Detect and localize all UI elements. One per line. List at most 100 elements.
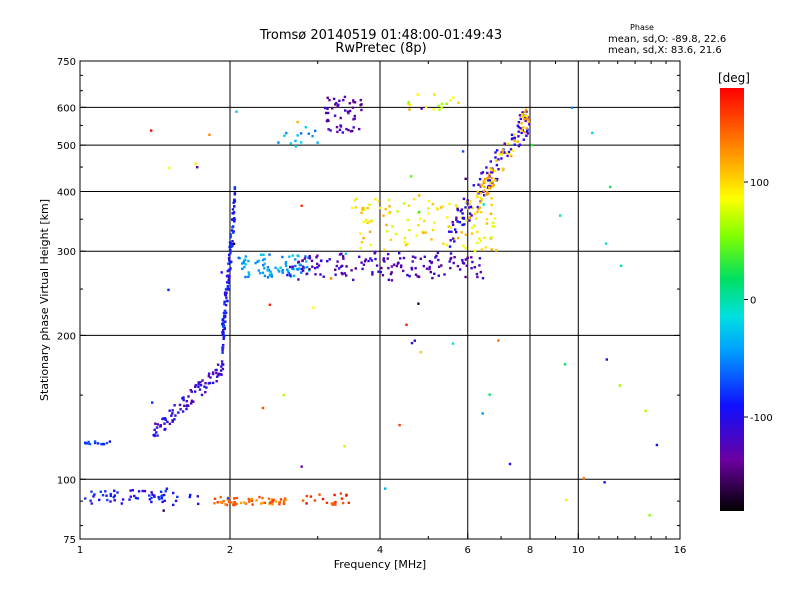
data-point <box>222 337 225 340</box>
colorbar-label: [deg] <box>718 71 750 85</box>
data-point <box>241 262 244 265</box>
data-point <box>430 238 433 241</box>
data-point <box>326 96 329 99</box>
data-point <box>380 266 383 270</box>
data-point <box>513 139 516 143</box>
data-point <box>489 160 492 163</box>
data-point <box>112 496 115 499</box>
data-point <box>316 266 319 269</box>
data-point <box>263 267 266 270</box>
data-point <box>319 273 322 276</box>
data-point <box>424 231 427 234</box>
data-point <box>505 151 509 155</box>
data-point <box>305 502 308 505</box>
data-point <box>190 400 193 403</box>
data-point <box>163 493 166 497</box>
data-point <box>116 491 119 494</box>
data-point <box>411 255 415 258</box>
data-point <box>227 281 230 284</box>
data-point <box>342 257 345 260</box>
data-point <box>414 256 417 259</box>
data-point <box>481 412 484 415</box>
data-point <box>207 372 211 375</box>
data-point <box>171 409 174 412</box>
data-point <box>327 119 330 122</box>
data-point <box>470 256 473 259</box>
data-point <box>494 179 497 182</box>
data-point <box>465 219 468 222</box>
data-point <box>495 159 498 162</box>
data-point <box>223 315 226 318</box>
y-tick-label: 600 <box>57 103 76 114</box>
data-point <box>291 267 294 270</box>
data-point <box>172 491 175 495</box>
data-point <box>316 254 319 257</box>
data-point <box>491 221 495 224</box>
data-point <box>345 274 348 277</box>
data-point <box>269 271 272 274</box>
data-point <box>266 269 270 272</box>
data-point <box>508 153 512 156</box>
data-point <box>497 339 500 342</box>
data-point <box>250 497 253 501</box>
data-point <box>425 267 429 270</box>
data-point <box>410 341 414 345</box>
data-point <box>159 425 162 428</box>
data-point <box>519 127 522 130</box>
data-point <box>491 180 494 183</box>
data-point <box>361 208 364 212</box>
data-point <box>308 268 311 271</box>
data-point <box>221 362 224 366</box>
data-point <box>211 372 215 376</box>
data-point <box>108 440 112 443</box>
data-point <box>503 151 506 154</box>
data-point <box>255 499 258 502</box>
x-tick-label: 4 <box>377 545 383 556</box>
data-point <box>325 111 328 115</box>
data-point <box>262 253 265 256</box>
data-point <box>343 272 346 275</box>
data-point <box>403 236 407 240</box>
data-point <box>433 93 436 96</box>
data-point <box>267 497 271 500</box>
data-point <box>354 206 358 209</box>
data-point <box>234 503 237 506</box>
data-point <box>251 503 254 506</box>
data-point <box>296 254 299 257</box>
data-point <box>334 273 337 276</box>
data-point <box>337 103 340 106</box>
data-point <box>365 218 368 222</box>
data-point <box>93 440 97 443</box>
data-point <box>281 255 284 259</box>
data-point <box>233 193 236 196</box>
data-point <box>487 184 490 188</box>
x-tick-label: 16 <box>674 545 687 556</box>
data-point <box>301 259 304 263</box>
data-point <box>185 407 188 411</box>
data-point <box>402 256 406 260</box>
data-point <box>408 229 411 232</box>
data-point <box>262 264 265 267</box>
data-point <box>438 108 441 112</box>
data-point <box>224 293 227 297</box>
data-point <box>484 246 487 249</box>
data-point <box>489 167 492 170</box>
data-point <box>431 202 435 206</box>
data-point <box>508 462 512 466</box>
data-point <box>345 493 348 497</box>
data-point <box>294 139 297 143</box>
data-point <box>497 168 500 171</box>
data-point <box>297 278 300 281</box>
data-point <box>282 500 286 503</box>
data-point <box>341 272 344 276</box>
data-point <box>359 98 362 102</box>
data-point <box>477 183 480 186</box>
data-point <box>368 230 372 233</box>
data-point <box>501 167 505 170</box>
data-point <box>229 241 232 245</box>
data-point <box>243 265 246 269</box>
data-point <box>84 497 87 500</box>
data-point <box>220 360 224 363</box>
data-point <box>481 171 485 174</box>
data-point <box>361 206 365 210</box>
